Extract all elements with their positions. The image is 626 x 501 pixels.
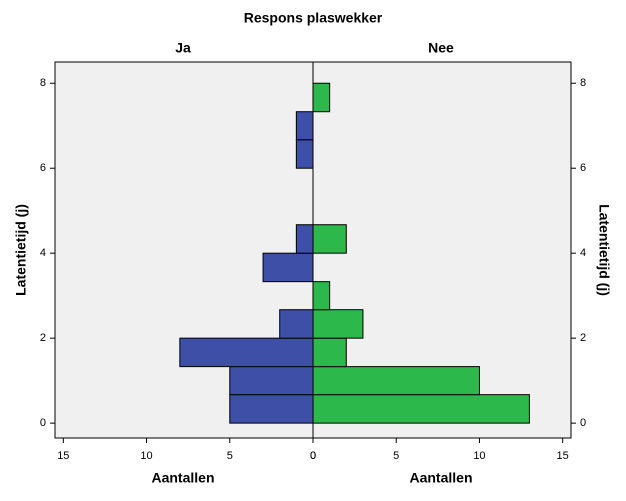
panel-label: Nee — [428, 40, 454, 56]
bar — [295, 111, 314, 141]
bar — [312, 281, 331, 311]
x-tick-label: 10 — [473, 450, 485, 462]
x-axis-label: Aantallen — [151, 470, 214, 486]
bar — [312, 337, 347, 368]
bar — [179, 337, 314, 368]
y-axis-label: Latentietijd (j) — [13, 204, 29, 296]
y-tick-label: 8 — [40, 77, 46, 89]
y-tick-label: 8 — [580, 77, 586, 89]
y-axis-label: Latentietijd (j) — [596, 204, 612, 296]
x-tick-label: 5 — [393, 450, 399, 462]
chart-title: Respons plaswekker — [244, 10, 383, 26]
y-tick-label: 0 — [40, 417, 46, 429]
bar — [312, 309, 364, 339]
x-axis-label: Aantallen — [409, 470, 472, 486]
x-tick-label: 15 — [557, 450, 569, 462]
y-tick-label: 6 — [580, 162, 586, 174]
bar — [229, 366, 314, 396]
y-tick-label: 4 — [580, 247, 586, 259]
bar — [229, 394, 314, 424]
bar — [262, 252, 314, 283]
y-tick-label: 4 — [40, 247, 46, 259]
x-tick-label: 10 — [140, 450, 152, 462]
bar — [312, 366, 480, 396]
y-tick-label: 6 — [40, 162, 46, 174]
bar — [312, 82, 331, 113]
x-tick-label: 5 — [227, 450, 233, 462]
x-tick-label: 0 — [310, 450, 316, 462]
bar — [312, 224, 347, 254]
bar — [295, 224, 314, 254]
bar — [295, 139, 314, 169]
x-tick-label: 15 — [57, 450, 69, 462]
panel-label: Ja — [175, 40, 191, 56]
x-tick-label: 0 — [310, 450, 316, 462]
y-tick-label: 2 — [580, 332, 586, 344]
y-tick-label: 2 — [40, 332, 46, 344]
bar — [279, 309, 314, 339]
bar — [312, 394, 530, 424]
y-tick-label: 0 — [580, 417, 586, 429]
